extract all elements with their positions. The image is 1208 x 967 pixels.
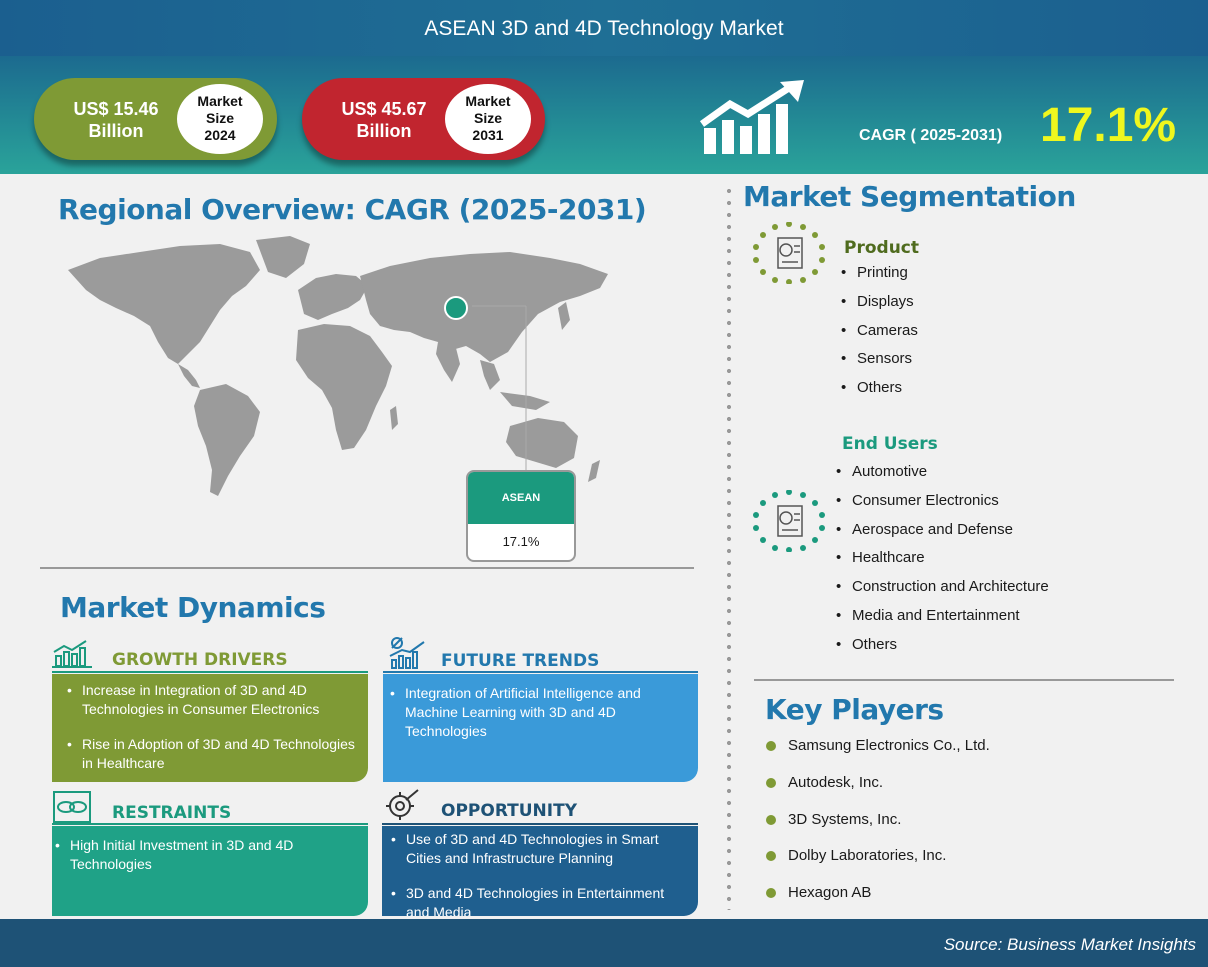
key-players-title: Key Players <box>765 693 944 726</box>
product-segment-icon <box>753 222 825 284</box>
market-size-2031-badge: Market Size 2031 <box>445 84 531 154</box>
restraints-rule <box>52 823 368 825</box>
end-user-item: Healthcare <box>834 548 1049 577</box>
future-trends-icon <box>389 637 425 669</box>
market-size-2031-pill: US$ 45.67 Billion Market Size 2031 <box>302 78 545 160</box>
world-map <box>68 236 608 496</box>
vertical-divider <box>726 185 732 910</box>
key-player-item: Samsung Electronics Co., Ltd. <box>766 736 990 773</box>
asean-region-label: ASEAN <box>468 472 574 524</box>
growth-drivers-rule <box>52 671 368 673</box>
end-user-item: Media and Entertainment <box>834 606 1049 635</box>
future-trends-box: Integration of Artificial Intelligence a… <box>383 674 698 782</box>
market-size-2024-badge: Market Size 2024 <box>177 84 263 154</box>
future-trends-title: FUTURE TRENDS <box>441 651 600 671</box>
section-divider <box>40 567 694 569</box>
market-dynamics-title: Market Dynamics <box>60 591 326 624</box>
key-players-list: Samsung Electronics Co., Ltd. Autodesk, … <box>766 736 990 920</box>
product-item: Printing <box>839 263 918 292</box>
restraint-item: High Initial Investment in 3D and 4D Tec… <box>52 836 356 874</box>
market-segmentation-title: Market Segmentation <box>743 180 1076 213</box>
page-title: ASEAN 3D and 4D Technology Market <box>0 0 1208 56</box>
cagr-value: 17.1% <box>1040 99 1177 152</box>
opportunity-rule <box>382 823 698 825</box>
growth-chart-icon <box>700 80 804 154</box>
market-size-2024-pill: US$ 15.46 Billion Market Size 2024 <box>34 78 277 160</box>
end-user-item: Consumer Electronics <box>834 491 1049 520</box>
restraints-icon <box>53 791 91 823</box>
restraints-box: High Initial Investment in 3D and 4D Tec… <box>52 826 368 916</box>
product-list: Printing Displays Cameras Sensors Others <box>839 263 918 407</box>
product-item: Displays <box>839 292 918 321</box>
source-credit: Source: Business Market Insights <box>943 935 1196 954</box>
end-user-item: Aerospace and Defense <box>834 520 1049 549</box>
future-trends-rule <box>383 671 698 673</box>
asean-callout: ASEAN 17.1% <box>466 470 576 562</box>
key-players-divider <box>754 679 1174 681</box>
opportunity-title: OPPORTUNITY <box>441 801 578 821</box>
market-size-2024-value: US$ 15.46 Billion <box>73 99 159 141</box>
cagr-label: CAGR ( 2025-2031) <box>859 127 1003 144</box>
end-users-segment-icon <box>753 490 825 552</box>
opportunity-item: 3D and 4D Technologies in Entertainment … <box>388 884 688 916</box>
growth-drivers-title: GROWTH DRIVERS <box>112 650 288 670</box>
end-users-title: End Users <box>842 434 938 454</box>
future-trend-item: Integration of Artificial Intelligence a… <box>387 684 686 741</box>
key-player-item: Hexagon AB <box>766 883 990 920</box>
opportunity-icon <box>386 789 419 820</box>
product-item: Others <box>839 378 918 407</box>
key-player-item: Dolby Laboratories, Inc. <box>766 846 990 883</box>
end-users-list: Automotive Consumer Electronics Aerospac… <box>834 462 1049 664</box>
growth-driver-item: Increase in Integration of 3D and 4D Tec… <box>64 681 356 719</box>
key-player-item: 3D Systems, Inc. <box>766 810 990 847</box>
regional-overview-title: Regional Overview: CAGR (2025-2031) <box>58 193 647 226</box>
product-title: Product <box>844 238 919 258</box>
growth-driver-item: Rise in Adoption of 3D and 4D Technologi… <box>64 735 356 773</box>
growth-drivers-box: Increase in Integration of 3D and 4D Tec… <box>52 674 368 782</box>
key-player-item: Autodesk, Inc. <box>766 773 990 810</box>
product-item: Cameras <box>839 321 918 350</box>
end-user-item: Construction and Architecture <box>834 577 1049 606</box>
footer: Source: Business Market Insights <box>0 919 1208 967</box>
end-user-item: Others <box>834 635 1049 664</box>
opportunity-box: Use of 3D and 4D Technologies in Smart C… <box>382 826 698 916</box>
market-size-2031-value: US$ 45.67 Billion <box>341 99 427 141</box>
summary-banner: US$ 15.46 Billion Market Size 2024 US$ 4… <box>0 56 1208 174</box>
growth-drivers-icon <box>52 640 92 668</box>
opportunity-item: Use of 3D and 4D Technologies in Smart C… <box>388 830 688 868</box>
product-item: Sensors <box>839 349 918 378</box>
end-user-item: Automotive <box>834 462 1049 491</box>
restraints-title: RESTRAINTS <box>112 803 232 823</box>
asean-cagr-value: 17.1% <box>502 534 540 549</box>
